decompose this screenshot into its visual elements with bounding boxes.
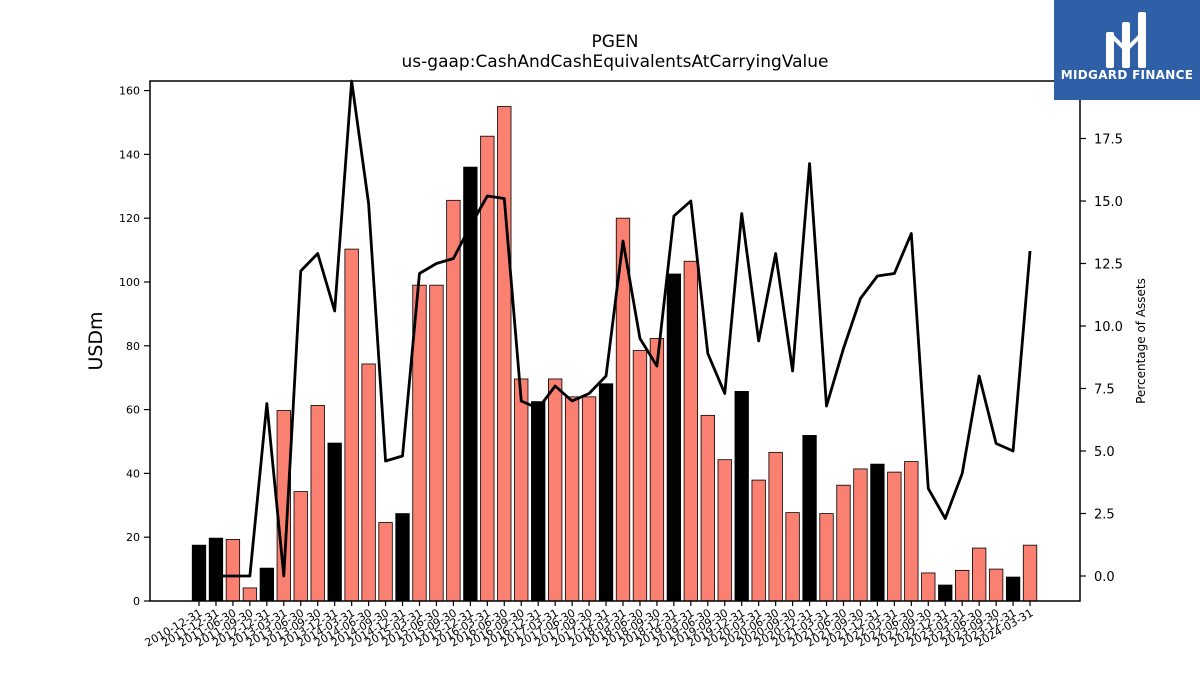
bar-2013-09-30 bbox=[310, 405, 325, 602]
y-tick-label: 40 bbox=[126, 467, 140, 480]
bars-layer bbox=[191, 106, 1038, 602]
bar-2013-06-30 bbox=[293, 491, 308, 602]
plot-frame bbox=[149, 80, 1081, 602]
bar-2016-06-30 bbox=[497, 106, 512, 602]
bar-2018-09-30 bbox=[649, 338, 665, 602]
bar-2016-09-30 bbox=[514, 378, 529, 602]
y2-tick-label: 10.0 bbox=[1094, 320, 1123, 335]
bar-2019-09-30 bbox=[717, 459, 732, 602]
bar-2016-12-31 bbox=[531, 401, 546, 602]
bar-2019-06-30 bbox=[700, 414, 715, 602]
logo-mark-icon bbox=[1106, 12, 1146, 68]
y-tick-label: 60 bbox=[126, 404, 140, 417]
bar-2020-12-31 bbox=[802, 435, 817, 602]
bar-2017-03-31 bbox=[548, 378, 563, 602]
y2-tick-label: 7.5 bbox=[1094, 383, 1115, 398]
bar-2019-03-31 bbox=[683, 260, 698, 602]
bar-2020-09-30 bbox=[785, 512, 800, 602]
bar-2024-03-31 bbox=[1022, 544, 1038, 602]
y-tick-label: 20 bbox=[126, 531, 140, 544]
bar-2014-09-30 bbox=[378, 522, 393, 602]
midgard-finance-logo: MIDGARD FINANCE bbox=[1054, 0, 1200, 100]
chart-subtitle: us-gaap:CashAndCashEquivalentsAtCarrying… bbox=[401, 52, 829, 72]
left-y-axis: 0 20 40 60 80 100 120 140 160 bbox=[119, 85, 150, 608]
bar-2013-12-31 bbox=[327, 442, 342, 602]
bar-2021-03-31 bbox=[819, 513, 834, 602]
bar-2010-12-31 bbox=[191, 544, 207, 602]
x-axis: 2010-12-312011-12-312011-06-302011-09-30… bbox=[143, 601, 1036, 650]
bar-2018-12-31 bbox=[666, 273, 682, 602]
bar-2020-06-30 bbox=[768, 451, 783, 602]
bar-2014-03-31 bbox=[344, 248, 359, 602]
bar-2011-09-30 bbox=[242, 587, 258, 602]
y-tick-label: 100 bbox=[119, 276, 140, 289]
bar-2017-09-30 bbox=[581, 396, 597, 602]
bar-2012-12-31 bbox=[259, 567, 274, 602]
bar-2023-09-30 bbox=[988, 568, 1004, 602]
logo-text: MIDGARD FINANCE bbox=[1060, 68, 1194, 82]
bar-2015-06-30 bbox=[429, 284, 444, 602]
chart-title: PGEN bbox=[591, 32, 639, 52]
y2-tick-label: 17.5 bbox=[1094, 133, 1123, 148]
y-tick-label: 80 bbox=[126, 340, 140, 353]
bar-2023-12-31 bbox=[1005, 576, 1021, 602]
bar-2014-06-30 bbox=[361, 363, 376, 602]
bar-2014-12-31 bbox=[395, 513, 410, 602]
y-tick-label: 140 bbox=[119, 148, 140, 161]
bar-2023-03-31 bbox=[955, 569, 970, 602]
bar-2022-06-30 bbox=[904, 461, 919, 602]
y-tick-label: 0 bbox=[133, 595, 140, 608]
y-axis-label: USDm bbox=[85, 311, 107, 370]
y2-axis-label: Percentage of Assets bbox=[1134, 278, 1148, 404]
y-tick-label: 160 bbox=[119, 85, 140, 98]
bar-2017-06-30 bbox=[564, 396, 580, 602]
y2-tick-label: 0.0 bbox=[1094, 570, 1115, 585]
y2-tick-label: 12.5 bbox=[1094, 258, 1123, 273]
bar-2022-12-31 bbox=[938, 584, 953, 602]
bar-2022-03-31 bbox=[887, 471, 902, 602]
y2-tick-label: 5.0 bbox=[1094, 445, 1115, 460]
bar-2021-06-30 bbox=[836, 484, 851, 602]
y2-tick-label: 15.0 bbox=[1094, 195, 1123, 210]
bar-2017-12-31 bbox=[598, 383, 614, 602]
y2-tick-label: 2.5 bbox=[1094, 508, 1115, 523]
bar-2023-06-30 bbox=[972, 547, 987, 602]
bar-2018-06-30 bbox=[632, 350, 648, 602]
bar-2022-09-30 bbox=[921, 572, 936, 602]
y-tick-label: 120 bbox=[119, 212, 140, 225]
bar-2021-12-31 bbox=[870, 463, 885, 602]
bar-2019-12-31 bbox=[734, 390, 749, 602]
bar-2011-12-31 bbox=[208, 537, 224, 602]
bar-2011-06-30 bbox=[225, 539, 241, 602]
bar-2021-09-30 bbox=[853, 468, 868, 602]
bar-2020-03-31 bbox=[751, 479, 766, 602]
right-y-axis: 0.0 2.5 5.0 7.5 10.0 12.5 15.0 17.5 bbox=[1080, 133, 1123, 585]
